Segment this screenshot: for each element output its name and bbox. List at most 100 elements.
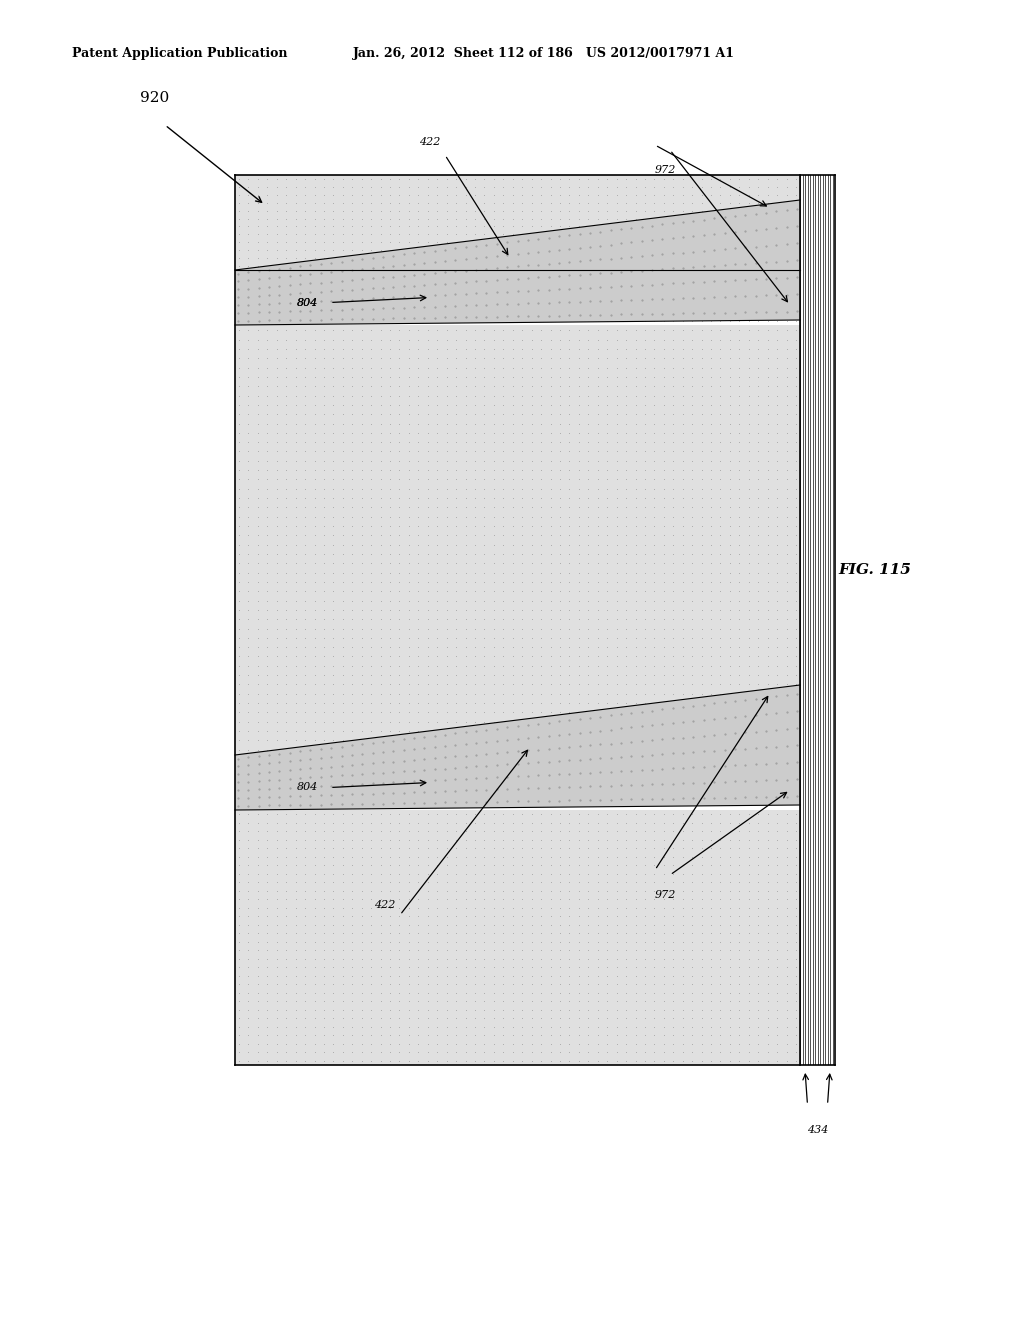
Point xyxy=(599,441,615,462)
Point xyxy=(335,516,351,537)
Point xyxy=(760,730,776,751)
Point xyxy=(722,1024,738,1045)
Point xyxy=(250,347,266,368)
Point xyxy=(750,999,766,1020)
Point xyxy=(713,347,729,368)
Point xyxy=(675,991,691,1012)
Point xyxy=(713,693,729,714)
Point xyxy=(315,310,332,331)
Point xyxy=(496,256,512,277)
Point xyxy=(476,544,493,565)
Point xyxy=(467,590,483,611)
Point xyxy=(297,347,313,368)
Point xyxy=(306,948,323,969)
Point xyxy=(570,240,587,261)
Point xyxy=(684,544,700,565)
Point xyxy=(420,450,436,471)
Point xyxy=(760,854,776,875)
Point xyxy=(628,888,644,909)
Point xyxy=(769,804,785,825)
Point xyxy=(608,367,625,388)
Point xyxy=(278,193,294,214)
Point xyxy=(250,645,266,667)
Point xyxy=(335,948,351,969)
Point xyxy=(514,863,530,884)
Point xyxy=(297,748,313,770)
Point xyxy=(373,209,389,230)
Point xyxy=(411,1024,427,1045)
Point xyxy=(476,535,493,556)
Point xyxy=(326,609,342,630)
Point xyxy=(467,915,483,936)
Point xyxy=(382,385,398,407)
Point xyxy=(458,193,474,214)
Point xyxy=(740,329,757,350)
Point xyxy=(608,863,625,884)
Point xyxy=(297,812,313,833)
Point xyxy=(750,356,766,378)
Point xyxy=(702,871,719,892)
Point xyxy=(485,338,502,359)
Point xyxy=(230,748,247,770)
Point xyxy=(315,915,332,936)
Point xyxy=(268,739,285,760)
Point xyxy=(306,590,323,611)
Point xyxy=(400,572,417,593)
Point xyxy=(373,329,389,350)
Point xyxy=(400,506,417,527)
Point xyxy=(362,553,379,574)
Point xyxy=(675,721,691,742)
Point xyxy=(731,931,748,952)
Point xyxy=(599,1041,615,1063)
Point xyxy=(787,1016,804,1038)
Point xyxy=(637,310,653,331)
Point xyxy=(702,748,719,770)
Point xyxy=(731,940,748,961)
Point xyxy=(306,395,323,416)
Point xyxy=(335,169,351,190)
Point xyxy=(713,888,729,909)
Point xyxy=(496,590,512,611)
Point xyxy=(760,367,776,388)
Point xyxy=(590,319,606,341)
Point xyxy=(646,356,663,378)
Point xyxy=(655,854,672,875)
Point xyxy=(476,240,493,261)
Point xyxy=(675,496,691,517)
Point xyxy=(485,804,502,825)
Point xyxy=(391,478,408,499)
Point xyxy=(702,711,719,733)
Point xyxy=(230,385,247,407)
Point xyxy=(268,940,285,961)
Point xyxy=(778,1034,795,1055)
Point xyxy=(514,232,530,253)
Point xyxy=(362,469,379,490)
Point xyxy=(552,385,568,407)
Point xyxy=(552,730,568,751)
Point xyxy=(581,319,597,341)
Point xyxy=(617,618,634,639)
Point xyxy=(532,854,549,875)
Point xyxy=(693,209,710,230)
Point xyxy=(476,812,493,833)
Point xyxy=(750,248,766,269)
Point xyxy=(655,599,672,620)
Point xyxy=(532,888,549,909)
Point xyxy=(731,487,748,508)
Point xyxy=(628,319,644,341)
Point xyxy=(411,880,427,902)
Point xyxy=(523,948,540,969)
Point xyxy=(315,177,332,198)
Point xyxy=(523,413,540,434)
Point xyxy=(476,422,493,444)
Point xyxy=(581,224,597,246)
Point xyxy=(353,201,370,222)
Point xyxy=(532,356,549,378)
Point xyxy=(326,216,342,238)
Point xyxy=(665,991,681,1012)
Point xyxy=(655,675,672,696)
Point xyxy=(760,739,776,760)
Point xyxy=(769,915,785,936)
Point xyxy=(297,948,313,969)
Point xyxy=(599,627,615,648)
